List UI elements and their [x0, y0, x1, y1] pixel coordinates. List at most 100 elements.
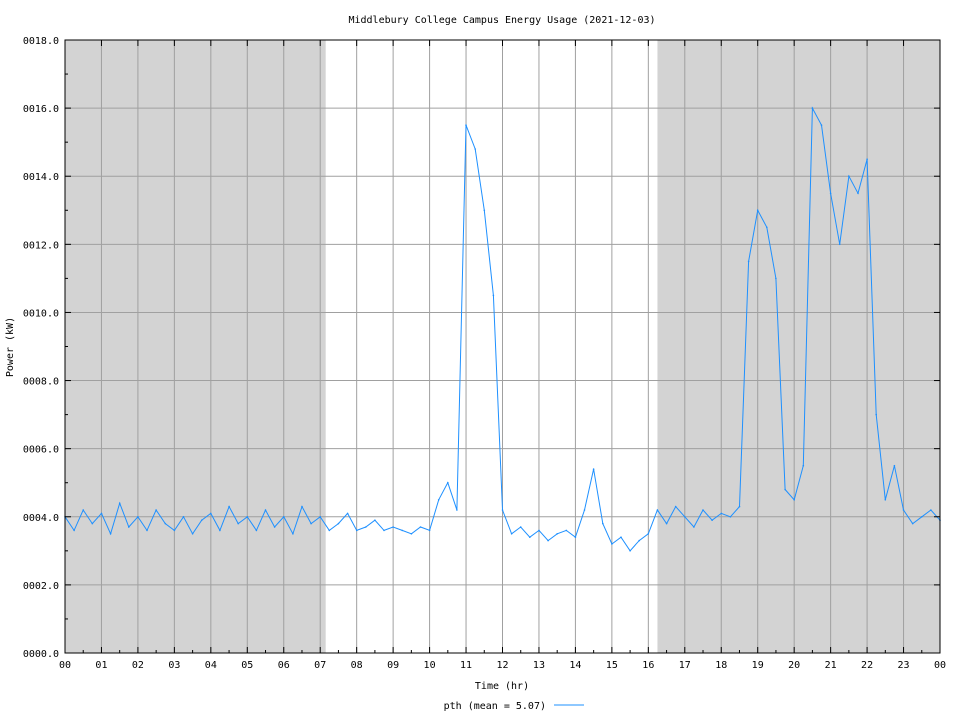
x-tick-label-0: 00: [59, 660, 71, 671]
data-point-0-48: [501, 509, 504, 511]
data-point-0-90: [884, 499, 887, 501]
data-point-0-28: [319, 516, 322, 518]
data-point-0-70: [702, 509, 704, 511]
shaded-region-0: [65, 40, 326, 653]
x-tick-label-22: 22: [861, 660, 873, 671]
data-point-0-92: [902, 509, 905, 511]
data-point-0-83: [820, 124, 823, 126]
data-point-0-9: [146, 529, 148, 532]
data-point-0-16: [210, 512, 212, 515]
data-point-0-3: [91, 522, 94, 525]
data-point-0-85: [838, 243, 841, 246]
data-point-0-95: [930, 509, 932, 511]
y-axis: 0000.0 0002.0 0004.0 0006.0 0008.0 0010.0 0012…: [23, 36, 940, 660]
data-point-0-6: [118, 502, 121, 505]
data-point-0-58: [592, 468, 595, 470]
x-tick-label-11: 11: [460, 660, 472, 671]
data-point-0-76: [756, 209, 759, 212]
x-tick-label-17: 17: [679, 660, 691, 671]
x-tick-label-15: 15: [606, 660, 618, 671]
data-point-0-60: [611, 543, 613, 545]
x-tick-label-4: 04: [205, 660, 217, 671]
data-point-0-68: [684, 516, 686, 518]
y-tick-label-4: 0008.0: [23, 377, 59, 388]
data-point-0-72: [720, 512, 723, 515]
data-point-0-40: [428, 529, 431, 532]
data-point-0-46: [483, 209, 486, 212]
data-point-0-66: [665, 522, 668, 525]
data-point-0-49: [510, 533, 513, 535]
data-point-0-41: [437, 499, 440, 501]
data-point-0-1: [73, 529, 75, 532]
data-point-0-44: [465, 124, 467, 126]
data-point-0-32: [355, 529, 358, 532]
y-tick-label-6: 0012.0: [23, 240, 59, 251]
data-point-0-77: [766, 226, 768, 229]
data-point-0-93: [911, 522, 914, 525]
y-tick-label-0: 0000.0: [23, 649, 59, 660]
data-point-0-89: [875, 413, 877, 416]
data-point-0-62: [629, 550, 631, 552]
x-tick-label-12: 12: [496, 660, 508, 671]
y-tick-label-7: 0014.0: [23, 172, 59, 183]
x-axis: 00 01 02 03 04 05 06 07 08 09 10 11 12 13 14 15 16 17 18 19…: [59, 40, 946, 671]
data-point-0-17: [219, 529, 221, 532]
data-point-0-35: [383, 529, 385, 532]
data-point-0-11: [164, 522, 167, 525]
data-point-0-34: [374, 519, 376, 521]
data-point-0-61: [620, 536, 622, 538]
data-point-0-23: [273, 526, 276, 528]
data-point-0-26: [301, 505, 303, 508]
data-point-0-43: [456, 509, 458, 511]
data-point-0-4: [100, 512, 103, 515]
data-point-0-15: [200, 519, 203, 521]
data-point-0-39: [419, 526, 422, 528]
data-point-0-54: [556, 533, 558, 535]
data-point-0-69: [693, 526, 695, 528]
data-point-0-10: [155, 509, 157, 511]
data-point-0-25: [292, 533, 294, 535]
data-point-0-80: [793, 499, 795, 501]
grid: [65, 40, 940, 653]
x-tick-label-3: 03: [168, 660, 180, 671]
data-point-0-88: [866, 158, 868, 160]
data-point-0-52: [538, 529, 540, 532]
data-point-0-57: [583, 509, 586, 511]
legend: pth (mean = 5.07): [444, 701, 584, 712]
y-tick-label-2: 0004.0: [23, 513, 59, 524]
shaded-region-1: [657, 40, 940, 653]
data-point-0-38: [410, 533, 413, 535]
data-point-0-13: [182, 516, 185, 518]
data-point-0-84: [829, 192, 832, 195]
data-point-0-51: [529, 536, 531, 538]
data-point-0-27: [310, 522, 312, 525]
data-point-0-50: [519, 526, 522, 528]
data-point-0-94: [921, 516, 923, 518]
x-axis-label: Time (hr): [475, 681, 529, 692]
data-point-0-47: [492, 294, 495, 297]
y-tick-label-1: 0002.0: [23, 581, 59, 592]
data-point-0-20: [246, 516, 249, 518]
y-axis-label: Power (kW): [5, 317, 16, 377]
y-tick-label-9: 0018.0: [23, 36, 59, 47]
data-point-0-14: [191, 533, 194, 535]
x-tick-label-1: 01: [95, 660, 107, 671]
data-point-0-81: [802, 464, 805, 467]
data-point-0-74: [738, 505, 741, 508]
x-tick-label-21: 21: [825, 660, 837, 671]
x-tick-label-23: 23: [898, 660, 910, 671]
data-point-0-37: [401, 529, 404, 532]
data-point-0-71: [711, 519, 713, 521]
data-point-0-75: [747, 260, 750, 263]
data-point-0-8: [137, 516, 139, 518]
x-tick-label-24: 00: [934, 660, 946, 671]
data-point-0-31: [346, 512, 349, 515]
data-point-0-63: [638, 539, 640, 542]
series-layer: [64, 106, 941, 552]
data-point-0-5: [109, 533, 112, 535]
data-point-0-79: [784, 488, 786, 491]
data-point-0-22: [264, 509, 267, 511]
data-point-0-87: [857, 192, 859, 195]
x-tick-label-5: 05: [241, 660, 253, 671]
data-point-0-64: [647, 533, 650, 535]
